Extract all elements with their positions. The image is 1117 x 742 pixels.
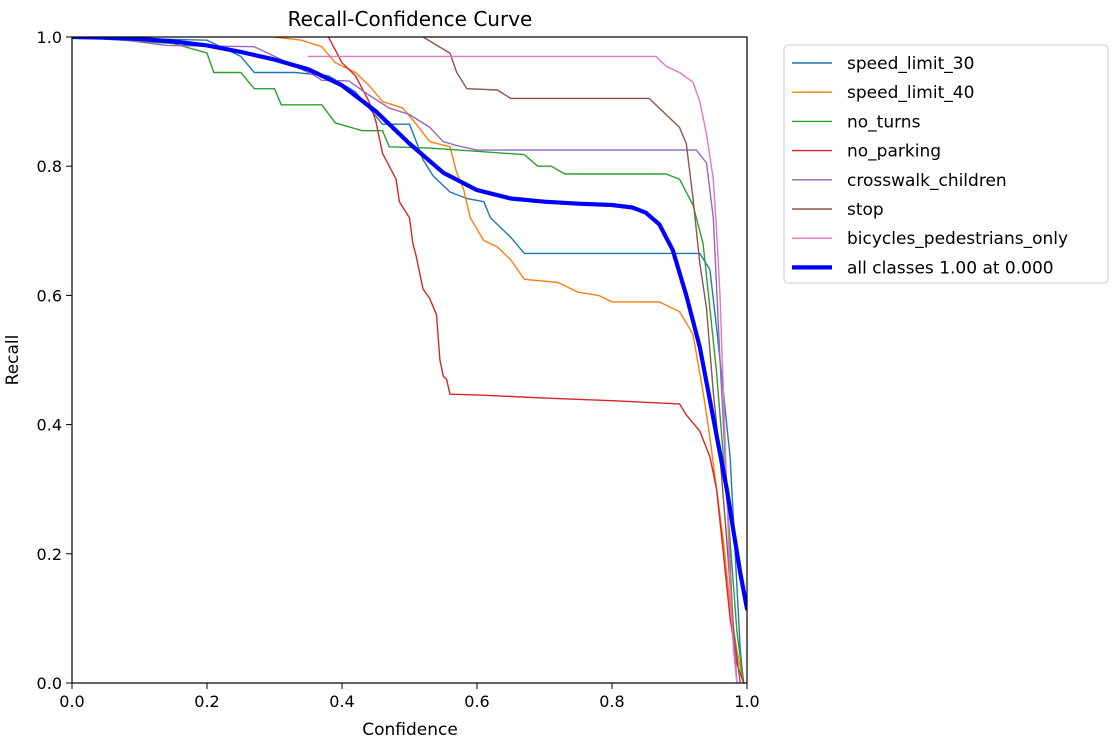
x-tick-label: 1.0	[734, 692, 759, 711]
legend-entry: speed_limit_30	[792, 54, 974, 74]
y-tick-label: 0.2	[37, 545, 62, 564]
x-tick-label: 0.6	[464, 692, 489, 711]
x-axis-label: Confidence	[362, 720, 458, 740]
series-line-no-turns	[72, 37, 745, 683]
legend-label: speed_limit_30	[847, 54, 974, 74]
legend: speed_limit_30 speed_limit_40 no_turns no_p…	[783, 44, 1109, 284]
series-line-speed-limit-30	[72, 37, 745, 683]
legend-label: no_turns	[847, 112, 921, 132]
series-line-bicycles-pedestrians-only	[307, 55, 738, 683]
x-tick-label: 0.0	[59, 692, 84, 711]
legend-entry: no_turns	[792, 112, 921, 132]
y-axis-ticks: 0.0 0.2 0.4 0.6 0.8 1.0	[37, 28, 72, 693]
legend-entry: speed_limit_40	[792, 83, 974, 103]
legend-box	[783, 44, 1109, 284]
series-line-speed-limit-40	[273, 37, 745, 683]
legend-entry: stop	[792, 200, 884, 220]
series-line-no-parking	[327, 37, 745, 683]
legend-label: all classes 1.00 at 0.000	[847, 258, 1054, 278]
legend-label: no_parking	[847, 142, 941, 162]
legend-entries: speed_limit_30 speed_limit_40 no_turns no_p…	[792, 54, 1068, 278]
legend-label: bicycles_pedestrians_only	[847, 229, 1068, 249]
plot-frame	[71, 36, 748, 684]
y-axis-label: Recall	[3, 335, 23, 386]
x-tick-label: 0.8	[599, 692, 624, 711]
series-line-stop	[422, 37, 741, 683]
y-tick-label: 0.4	[37, 416, 62, 435]
x-tick-label: 0.4	[329, 692, 354, 711]
x-axis-ticks: 0.0 0.2 0.4 0.6 0.8 1.0	[59, 683, 760, 711]
legend-label: speed_limit_40	[847, 83, 974, 103]
legend-entry: bicycles_pedestrians_only	[792, 229, 1068, 249]
y-tick-label: 0.8	[37, 157, 62, 176]
x-tick-label: 0.2	[194, 692, 219, 711]
legend-entry: no_parking	[792, 142, 941, 162]
legend-entry: crosswalk_children	[792, 171, 1007, 191]
series-line-crosswalk-children	[72, 37, 738, 683]
series-layer	[72, 37, 747, 683]
y-tick-label: 0.0	[37, 674, 62, 693]
series-line-all-classes-1-00-at-0-000	[72, 37, 747, 611]
y-tick-label: 1.0	[37, 28, 62, 47]
legend-label: crosswalk_children	[847, 171, 1007, 191]
legend-entry: all classes 1.00 at 0.000	[792, 258, 1054, 278]
y-tick-label: 0.6	[37, 286, 62, 305]
chart-title: Recall-Confidence Curve	[288, 7, 533, 31]
legend-label: stop	[847, 200, 884, 220]
